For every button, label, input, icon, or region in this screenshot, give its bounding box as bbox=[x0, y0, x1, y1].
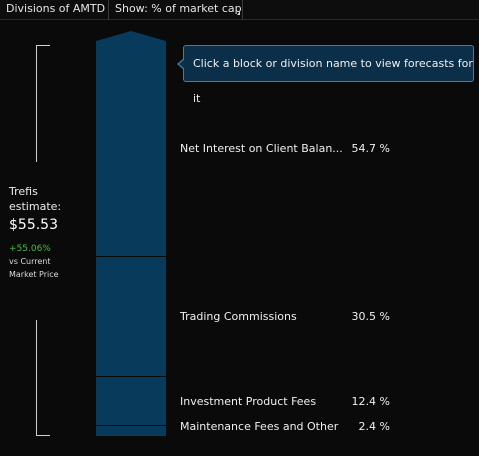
division-percent: 30.5 % bbox=[351, 310, 390, 323]
bracket-top bbox=[36, 45, 50, 162]
division-percent: 12.4 % bbox=[351, 395, 390, 408]
division-block[interactable] bbox=[96, 257, 166, 376]
division-name[interactable]: Trading Commissions bbox=[180, 310, 297, 323]
estimate-note-line1: vs Current bbox=[9, 257, 51, 266]
division-block[interactable] bbox=[96, 377, 166, 425]
tooltip-pointer-inner bbox=[179, 59, 185, 69]
estimate-change: +55.06% bbox=[9, 244, 51, 254]
division-percent: 54.7 % bbox=[351, 142, 390, 155]
show-metric-dropdown[interactable]: Show: % of market cap bbox=[109, 0, 243, 20]
division-percent: 2.4 % bbox=[358, 420, 390, 433]
divisions-title: Divisions of AMTD bbox=[0, 0, 109, 20]
estimate-label-line2: estimate: bbox=[9, 200, 62, 213]
division-block[interactable] bbox=[96, 426, 166, 436]
hint-tooltip: Click a block or division name to view f… bbox=[177, 45, 474, 105]
bracket-bottom bbox=[36, 320, 50, 436]
estimate-label-line1: Trefis bbox=[9, 185, 38, 198]
division-name[interactable]: Net Interest on Client Balan... bbox=[180, 142, 343, 155]
division-block[interactable] bbox=[96, 41, 166, 256]
division-name[interactable]: Maintenance Fees and Other bbox=[180, 420, 339, 433]
dropdown-corner-icon bbox=[237, 11, 240, 15]
trefis-estimate: Trefis estimate: $55.53 +55.06% vs Curre… bbox=[9, 184, 89, 281]
estimate-note-line2: Market Price bbox=[9, 270, 59, 279]
top-bar: Divisions of AMTD Show: % of market cap bbox=[0, 0, 479, 20]
division-name[interactable]: Investment Product Fees bbox=[180, 395, 317, 408]
estimate-value: $55.53 bbox=[9, 217, 58, 233]
tooltip-text: Click a block or division name to view f… bbox=[193, 57, 473, 105]
show-metric-label: Show: % of market cap bbox=[115, 2, 242, 15]
